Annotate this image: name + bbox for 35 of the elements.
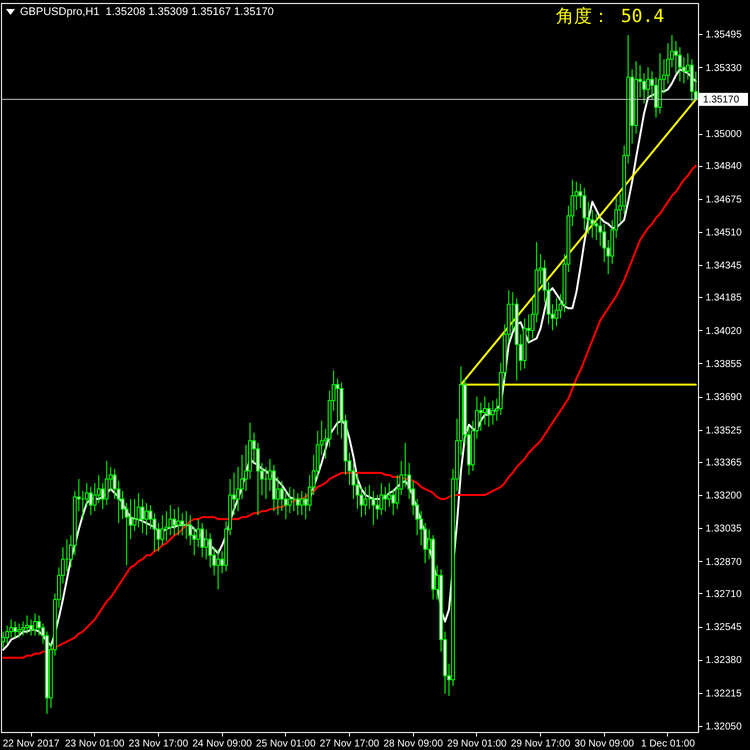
y-tick-label: 1.32870 (706, 556, 742, 568)
y-tick-label: 1.34345 (706, 260, 742, 272)
y-tick-label: 1.32545 (706, 622, 742, 634)
y-tick-label: 1.34510 (706, 227, 742, 238)
annotation: 角度： 50.4 (556, 5, 664, 28)
x-tick-label: 1 Dec 01:00 (640, 738, 696, 750)
y-tick-label: 1.33035 (706, 524, 742, 535)
x-tick-label: 28 Nov 09:00 (383, 738, 444, 750)
y-tick-label: 1.33200 (706, 490, 742, 502)
x-tick-label: 27 Nov 17:00 (320, 738, 380, 750)
y-tick-label: 1.34675 (706, 194, 742, 206)
y-tick-label: 1.32215 (706, 688, 742, 700)
y-tick-label: 1.33690 (706, 392, 742, 404)
x-tick-label: 23 Nov 01:00 (64, 738, 125, 750)
x-tick-label: 30 Nov 09:00 (574, 738, 634, 750)
y-tick-label: 1.32710 (706, 588, 742, 600)
ref-line-label: 1.35170 (703, 94, 740, 106)
y-tick-label: 1.34020 (706, 326, 742, 337)
y-tick-label: 1.35330 (706, 62, 742, 74)
x-tick-label: 25 Nov 01:00 (256, 738, 316, 750)
y-tick-label: 1.35000 (706, 129, 742, 140)
y-tick-label: 1.33855 (706, 358, 742, 370)
chart-title: GBPUSDpro,H1 1.35208 1.35309 1.35167 1.35170 (20, 6, 274, 18)
y-tick-label: 1.32380 (706, 655, 742, 666)
x-tick-label: 24 Nov 09:00 (192, 738, 252, 750)
x-tick-label: 22 Nov 2017 (2, 738, 60, 750)
y-tick-label: 1.33365 (706, 457, 742, 468)
y-tick-label: 1.34185 (706, 292, 742, 304)
y-tick-label: 1.32050 (706, 721, 742, 732)
y-tick-label: 1.33525 (706, 425, 742, 436)
x-tick-label: 29 Nov 01:00 (447, 738, 508, 750)
x-tick-label: 29 Nov 17:00 (510, 738, 571, 750)
x-tick-label: 23 Nov 17:00 (128, 738, 189, 750)
y-tick-label: 1.34840 (706, 161, 742, 172)
y-tick-label: 1.35495 (706, 30, 742, 41)
